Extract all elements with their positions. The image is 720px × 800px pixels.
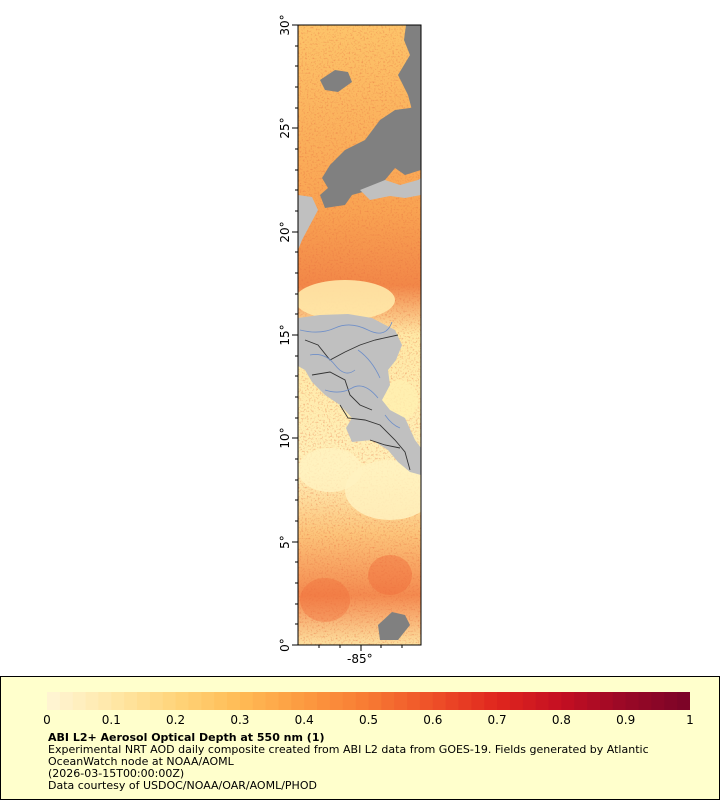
colorbar-step — [72, 692, 87, 710]
colorbar-step — [188, 692, 202, 710]
colorbar-step — [342, 692, 357, 710]
lat-label-15: 15° — [278, 324, 292, 346]
legend-date: (2026-03-15T00:00:00Z) — [48, 767, 185, 780]
country-borders — [304, 334, 411, 471]
y-axis-minor-ticks — [295, 45, 298, 625]
colorbar-step — [651, 692, 665, 710]
x-axis-ticks — [318, 645, 403, 651]
lat-label-25: 25° — [278, 117, 292, 139]
colorbar-step — [419, 692, 434, 710]
colorbar-step — [497, 692, 511, 710]
no-data-north — [398, 25, 421, 120]
colorbar-step — [407, 692, 421, 710]
colorbar-step — [47, 692, 61, 710]
colorbar-step — [561, 692, 575, 710]
colorbar-step — [98, 692, 112, 710]
colorbar-step — [175, 692, 190, 710]
colorbar-step — [137, 692, 151, 710]
colorbar-step — [265, 692, 280, 710]
colorbar-tick-label: 0 — [43, 713, 51, 727]
land-north-east — [360, 178, 421, 200]
colorbar-step — [355, 692, 370, 710]
colorbar-step — [111, 692, 125, 710]
lat-label-10: 10° — [278, 427, 292, 449]
colorbar-step — [638, 692, 653, 710]
colorbar-step — [239, 692, 254, 710]
colorbar-tick-label: 0.4 — [294, 713, 314, 727]
clean-patch — [382, 380, 418, 420]
colorbar-step — [149, 692, 164, 710]
high-aod-patch — [300, 578, 350, 622]
legend-box: 0 0.1 0.2 0.3 0.4 0.5 0.6 0.7 0.8 0.9 1 ABI L2+ Ae… — [0, 676, 720, 800]
rivers — [299, 321, 401, 429]
colorbar-tick-label: 0.2 — [166, 713, 186, 727]
lat-label-20: 20° — [278, 221, 292, 243]
colorbar-tick-label: 0.6 — [423, 713, 443, 727]
no-data-small — [320, 70, 352, 92]
colorbar-step — [304, 692, 318, 710]
colorbar — [47, 692, 690, 710]
lon-label-85: -85° — [347, 652, 373, 666]
colorbar-step — [214, 692, 228, 710]
legend-text: ABI L2+ Aerosol Optical Depth at 550 nm … — [48, 732, 708, 792]
colorbar-step — [445, 692, 460, 710]
colorbar-tick-label: 0.7 — [487, 713, 507, 727]
colorbar-step — [625, 692, 640, 710]
no-data-south — [378, 612, 410, 640]
lat-label-0: 0° — [278, 638, 292, 652]
colorbar-tick-label: 0.5 — [358, 713, 379, 727]
high-aod-patch — [368, 555, 412, 595]
colorbar-tick-label: 1 — [686, 713, 694, 727]
colorbar-step — [484, 692, 498, 710]
y-axis-ticks — [292, 24, 298, 646]
map-area: 30° 25° 20° 15° 10° 5° 0° -85° — [278, 14, 422, 666]
land-north — [298, 195, 318, 250]
colorbar-step — [278, 692, 292, 710]
colorbar-step — [201, 692, 215, 710]
colorbar-step — [368, 692, 382, 710]
colorbar-step — [677, 692, 690, 710]
clean-patch — [298, 448, 362, 492]
clean-patch — [298, 280, 395, 320]
lat-label-5: 5° — [278, 535, 292, 549]
colorbar-step — [664, 692, 678, 710]
clean-patch — [345, 460, 421, 520]
legend-description: Experimental NRT AOD daily composite cre… — [48, 743, 649, 768]
colorbar-step — [509, 692, 524, 710]
colorbar-tick-label: 0.9 — [616, 713, 636, 727]
colorbar-step — [329, 692, 344, 710]
colorbar-step — [162, 692, 177, 710]
colorbar-step — [291, 692, 305, 710]
colorbar-step — [432, 692, 447, 710]
colorbar-step — [471, 692, 485, 710]
colorbar-step — [124, 692, 138, 710]
colorbar-step — [59, 692, 74, 710]
legend-credit: Data courtesy of USDOC/NOAA/OAR/AOML/PHO… — [48, 779, 317, 792]
map-svg — [292, 24, 422, 651]
lat-label-30: 30° — [278, 14, 292, 36]
colorbar-step — [85, 692, 100, 710]
colorbar-step — [535, 692, 550, 710]
colorbar-step — [381, 692, 395, 710]
colorbar-step — [548, 692, 562, 710]
no-data-plume — [320, 105, 421, 208]
colorbar-step — [522, 692, 537, 710]
colorbar-step — [317, 692, 331, 710]
colorbar-step — [252, 692, 267, 710]
colorbar-step — [587, 692, 601, 710]
colorbar-step — [574, 692, 588, 710]
colorbar-step — [458, 692, 472, 710]
colorbar-tick-label: 0.3 — [230, 713, 250, 727]
colorbar-step — [612, 692, 627, 710]
colorbar-tick-label: 0.8 — [551, 713, 571, 727]
colorbar-step — [227, 692, 241, 710]
colorbar-tick-label: 0.1 — [101, 713, 121, 727]
legend-title: ABI L2+ Aerosol Optical Depth at 550 nm … — [48, 731, 325, 744]
colorbar-step — [599, 692, 614, 710]
colorbar-step — [394, 692, 408, 710]
